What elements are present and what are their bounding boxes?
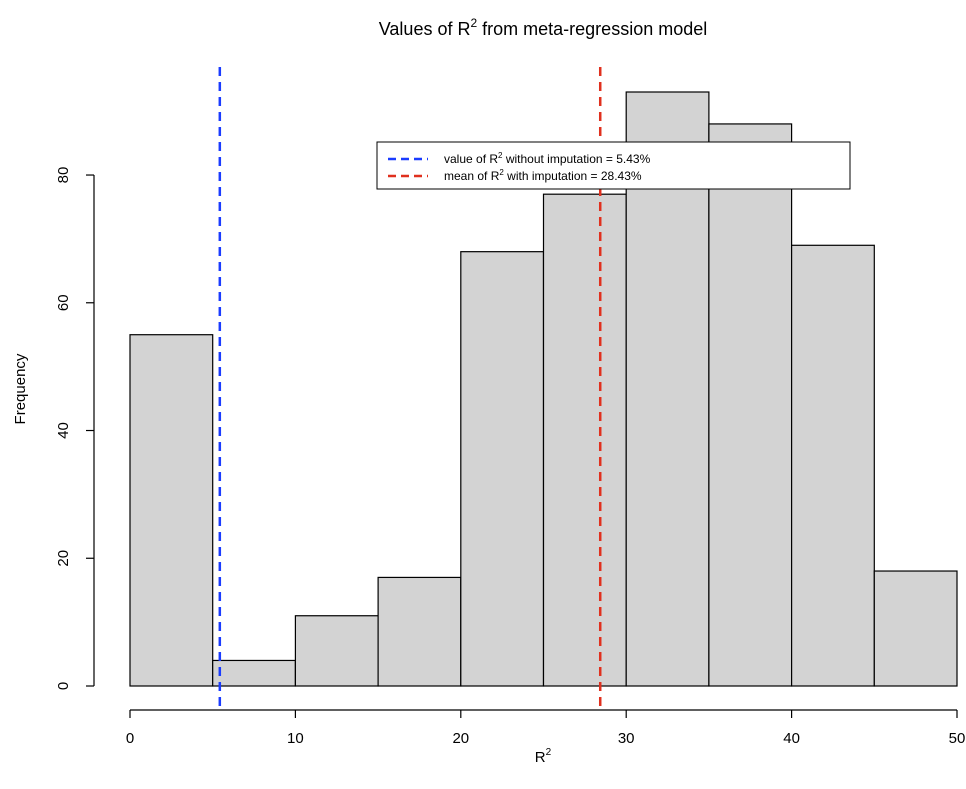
x-tick-label-30: 30 [618, 730, 635, 747]
legend: value of R2 without imputation = 5.43% m… [376, 141, 851, 190]
legend-entry-with-imputation: mean of R2 with imputation = 28.43% [444, 168, 642, 183]
x-tick-label-10: 10 [287, 730, 304, 747]
histogram-bars [129, 91, 958, 687]
x-axis: 0 10 20 30 40 50 [126, 709, 966, 747]
histogram-bar-45-50 [873, 570, 958, 687]
x-axis-title: R2 [535, 747, 552, 766]
x-tick-label-40: 40 [783, 730, 800, 747]
y-tick-label-80: 80 [55, 167, 72, 184]
histogram-bar-15-20 [377, 576, 462, 687]
histogram-bar-30-35 [625, 91, 710, 687]
x-tick-label-50: 50 [949, 730, 966, 747]
y-tick-label-40: 40 [55, 422, 72, 439]
y-tick-label-60: 60 [55, 294, 72, 311]
x-tick-label-0: 0 [126, 730, 134, 747]
histogram-bar-0-5 [129, 334, 214, 687]
y-axis: 0 20 40 60 80 [55, 167, 95, 690]
legend-box [376, 141, 851, 190]
histogram-bar-5-10 [212, 659, 296, 687]
histogram-bar-40-45 [790, 244, 875, 687]
y-tick-label-20: 20 [55, 550, 72, 567]
histogram-bar-25-30 [542, 193, 627, 687]
histogram-bar-35-40 [708, 123, 793, 687]
y-axis-title: Frequency [12, 353, 29, 424]
y-tick-label-0: 0 [55, 682, 72, 690]
histogram-bar-20-25 [460, 251, 545, 687]
histogram-bar-10-15 [294, 615, 379, 687]
legend-entry-without-imputation: value of R2 without imputation = 5.43% [444, 151, 651, 166]
chart-title: Values of R2 from meta-regression model [379, 16, 708, 39]
x-tick-label-20: 20 [452, 730, 469, 747]
